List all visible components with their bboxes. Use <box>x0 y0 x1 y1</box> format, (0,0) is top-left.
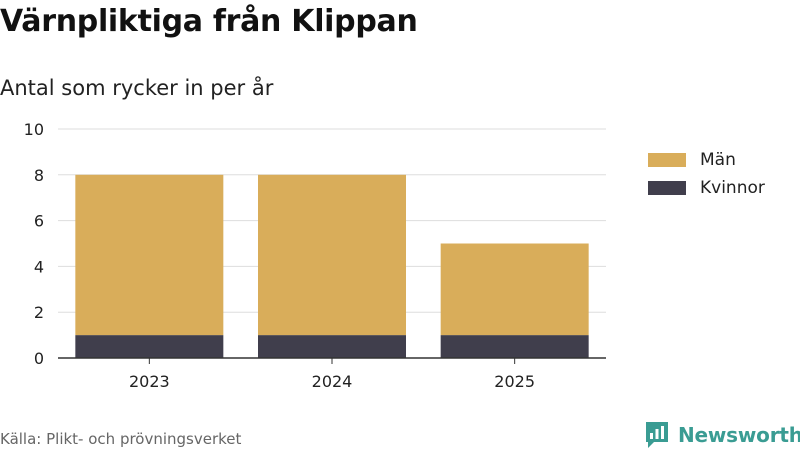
legend-item-kvinnor: Kvinnor <box>648 174 765 202</box>
x-tick-label: 2023 <box>129 372 170 391</box>
bar-man-2024 <box>258 174 406 336</box>
brand-name: Newsworthy <box>678 423 800 447</box>
y-tick-label: 4 <box>34 257 44 276</box>
y-tick-label: 2 <box>34 303 44 322</box>
newsworthy-logo-icon <box>646 422 668 448</box>
brand-logo[interactable]: Newsworthy <box>644 420 800 450</box>
bar-kvinnor-2024 <box>258 335 406 358</box>
chart-legend: Män Kvinnor <box>648 146 765 202</box>
bar-kvinnor-2025 <box>440 335 589 358</box>
legend-label-kvinnor: Kvinnor <box>700 178 765 198</box>
bar-kvinnor-2023 <box>75 335 224 358</box>
legend-swatch-kvinnor <box>648 181 686 195</box>
bar-chart: 0 2 4 6 8 10 2023 2024 2025 <box>24 120 606 391</box>
bar-man-2025 <box>440 243 589 336</box>
y-tick-label: 6 <box>34 212 44 231</box>
source-note: Källa: Plikt- och prövningsverket <box>0 430 242 448</box>
chart-title: Värnpliktiga från Klippan <box>0 4 418 39</box>
legend-swatch-man <box>648 153 686 167</box>
x-tick-label: 2025 <box>494 372 535 391</box>
y-tick-label: 8 <box>34 166 44 185</box>
legend-item-man: Män <box>648 146 765 174</box>
y-tick-label: 0 <box>34 349 44 368</box>
chart-subtitle: Antal som rycker in per år <box>0 76 274 100</box>
legend-label-man: Män <box>700 150 736 170</box>
bar-man-2023 <box>75 174 224 336</box>
y-tick-label: 10 <box>24 120 44 139</box>
x-tick-label: 2024 <box>312 372 353 391</box>
